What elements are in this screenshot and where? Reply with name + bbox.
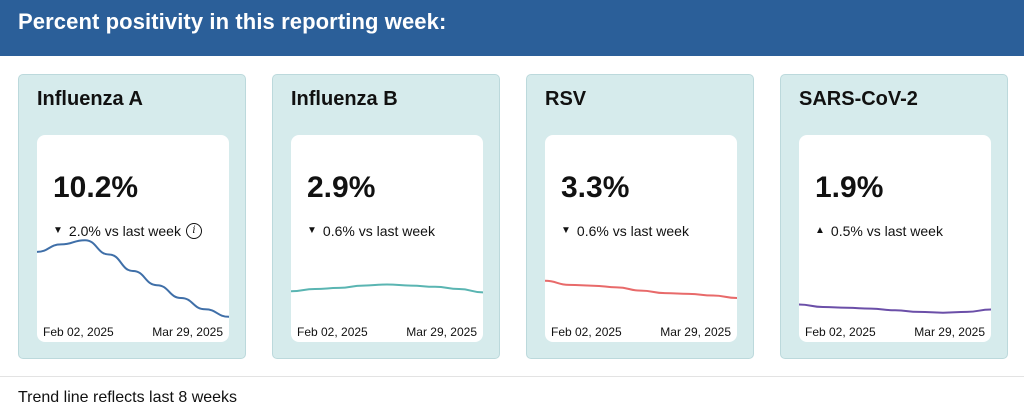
trend-line	[291, 283, 483, 294]
card-title: Influenza B	[291, 88, 398, 110]
x-end-label: Mar 29, 2025	[406, 325, 477, 339]
trend-line	[37, 239, 229, 318]
card-influenza-a: Influenza A 10.2% ▼ 2.0% vs last week i …	[18, 74, 246, 359]
page-title: Percent positivity in this reporting wee…	[18, 9, 447, 34]
change-text: 0.5% vs last week	[830, 223, 943, 239]
triangle-down-icon: ▼	[561, 225, 571, 236]
card-panel: 2.9% ▼ 0.6% vs last week Feb 02, 2025 Ma…	[291, 135, 483, 342]
x-end-label: Mar 29, 2025	[660, 325, 731, 339]
card-rsv: RSV 3.3% ▼ 0.6% vs last week Feb 02, 202…	[526, 74, 754, 359]
triangle-down-icon: ▼	[307, 225, 317, 236]
x-start-label: Feb 02, 2025	[297, 325, 368, 339]
x-start-label: Feb 02, 2025	[551, 325, 622, 339]
x-start-label: Feb 02, 2025	[43, 325, 114, 339]
card-title: SARS-CoV-2	[799, 88, 918, 110]
divider	[0, 376, 1024, 377]
card-influenza-b: Influenza B 2.9% ▼ 0.6% vs last week Feb…	[272, 74, 500, 359]
card-panel: 1.9% ▲ 0.5% vs last week Feb 02, 2025 Ma…	[799, 135, 991, 342]
trend-note: Trend line reflects last 8 weeks	[18, 389, 238, 406]
info-icon[interactable]: i	[185, 223, 202, 239]
card-title: RSV	[545, 88, 587, 110]
x-end-label: Mar 29, 2025	[152, 325, 223, 339]
change-text: 0.6% vs last week	[322, 223, 435, 239]
trend-line	[545, 279, 737, 299]
triangle-down-icon: ▼	[53, 225, 63, 236]
x-start-label: Feb 02, 2025	[805, 325, 876, 339]
change-indicator: ▼ 0.6% vs last week	[307, 223, 435, 239]
change-text: 2.0% vs last week	[68, 223, 181, 239]
sparkline	[37, 239, 229, 318]
header-banner: Percent positivity in this reporting wee…	[0, 0, 1024, 56]
triangle-up-icon: ▲	[815, 225, 825, 236]
card-panel: 3.3% ▼ 0.6% vs last week Feb 02, 2025 Ma…	[545, 135, 737, 342]
card-sars-cov-2: SARS-CoV-2 1.9% ▲ 0.5% vs last week Feb …	[780, 74, 1008, 359]
positivity-value: 10.2%	[53, 171, 139, 204]
change-indicator: ▲ 0.5% vs last week	[815, 223, 943, 239]
sparkline	[545, 279, 737, 299]
sparkline	[799, 303, 991, 314]
change-indicator: ▼ 0.6% vs last week	[561, 223, 689, 239]
change-indicator: ▼ 2.0% vs last week i	[53, 223, 202, 239]
positivity-value: 1.9%	[815, 171, 884, 204]
change-text: 0.6% vs last week	[576, 223, 689, 239]
positivity-value: 3.3%	[561, 171, 630, 204]
x-end-label: Mar 29, 2025	[914, 325, 985, 339]
sparkline	[291, 283, 483, 294]
card-title: Influenza A	[37, 88, 143, 110]
positivity-value: 2.9%	[307, 171, 376, 204]
card-panel: 10.2% ▼ 2.0% vs last week i Feb 02, 2025…	[37, 135, 229, 342]
trend-line	[799, 303, 991, 314]
